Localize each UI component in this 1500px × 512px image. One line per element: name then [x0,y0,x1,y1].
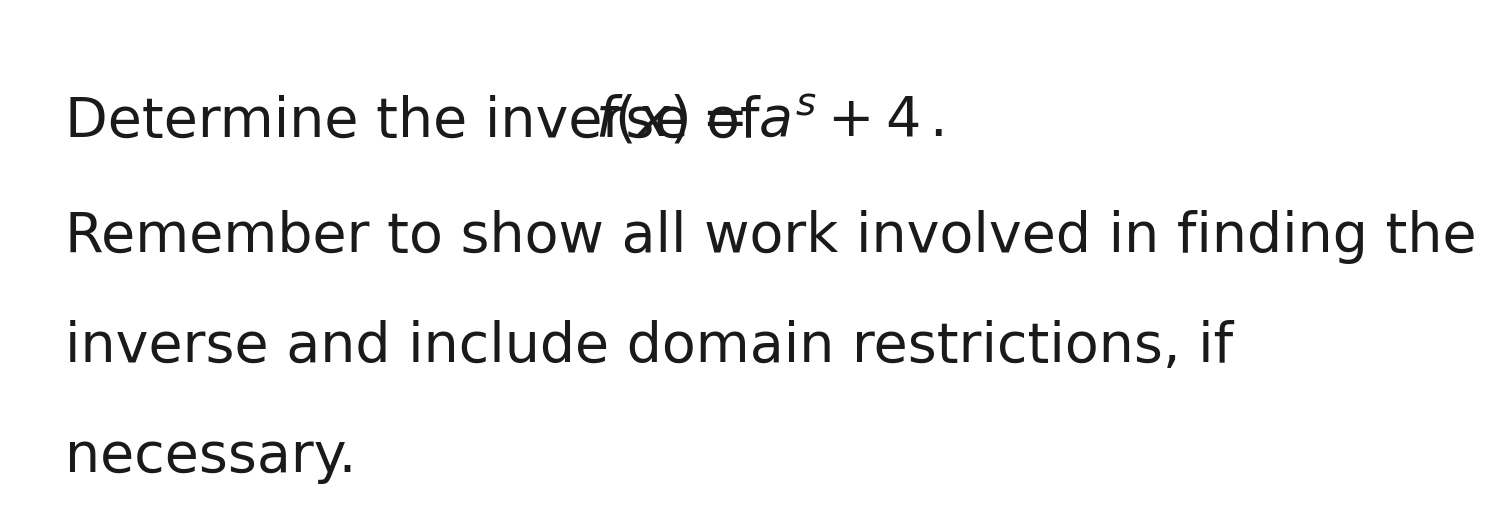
Text: Determine the inverse of: Determine the inverse of [64,95,795,149]
Text: necessary.: necessary. [64,430,357,484]
Text: inverse and include domain restrictions, if: inverse and include domain restrictions,… [64,320,1233,374]
Text: Remember to show all work involved in finding the: Remember to show all work involved in fi… [64,210,1476,264]
Text: $f(x) = a^s + 4\,.$: $f(x) = a^s + 4\,.$ [596,95,944,149]
